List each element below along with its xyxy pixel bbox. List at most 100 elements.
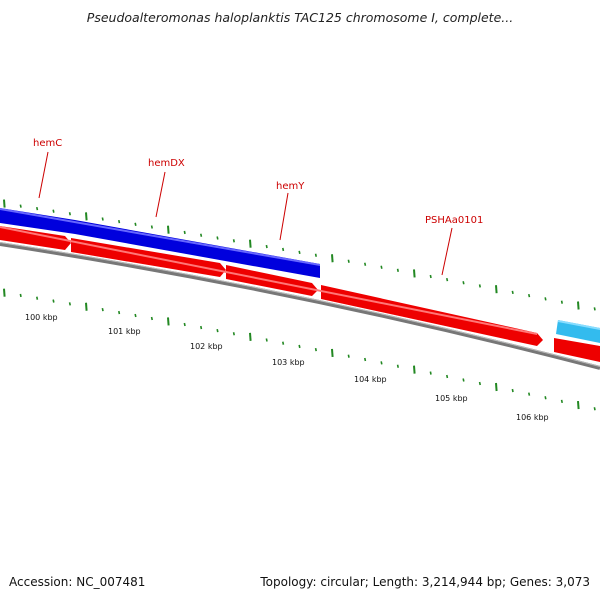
upper-tick xyxy=(314,253,317,257)
upper-tick xyxy=(3,199,6,208)
upper-tick xyxy=(85,212,88,221)
upper-tick xyxy=(577,301,580,310)
upper-tick xyxy=(134,222,137,226)
ruler-tick xyxy=(167,317,170,326)
ruler-tick xyxy=(68,302,71,306)
ruler-tick xyxy=(19,293,22,298)
ruler-label-103kbp: 103 kbp xyxy=(272,358,305,367)
upper-tick xyxy=(216,236,219,240)
cyan-feature[interactable] xyxy=(556,320,600,343)
map-title: Pseudoalteromonas haloplanktis TAC125 ch… xyxy=(86,10,514,25)
upper-tick xyxy=(331,254,334,263)
ruler-tick xyxy=(36,296,39,300)
PSHAa0101-pointer xyxy=(441,227,453,276)
ruler-tick xyxy=(593,407,596,411)
upper-tick xyxy=(380,265,383,269)
upper-tick xyxy=(347,259,350,263)
ruler-tick xyxy=(200,325,203,330)
upper-tick xyxy=(544,297,547,301)
cds-arrow-4[interactable] xyxy=(321,285,543,346)
ruler-tick xyxy=(134,313,137,318)
upper-tick xyxy=(429,274,432,279)
ruler-label-104kbp: 104 kbp xyxy=(354,375,387,384)
gene-label-hemDX[interactable]: hemDX xyxy=(148,158,185,169)
ruler-tick xyxy=(183,322,186,327)
ruler-tick xyxy=(314,347,317,352)
upper-tick xyxy=(495,285,498,294)
ruler-tick xyxy=(216,328,219,333)
upper-tick xyxy=(200,233,203,237)
ruler-tick xyxy=(560,399,563,404)
upper-tick xyxy=(560,300,563,304)
blue-feature-sheen xyxy=(0,208,320,266)
gene-label-hemY[interactable]: hemY xyxy=(276,181,305,192)
ruler-tick xyxy=(3,288,6,297)
ruler-tick xyxy=(544,396,547,400)
ruler-tick xyxy=(232,332,235,336)
cyan-feature-sheen xyxy=(558,320,600,330)
upper-tick xyxy=(232,239,235,243)
hemDX-pointer xyxy=(155,171,166,218)
ruler-tick-row xyxy=(3,288,596,411)
upper-tick xyxy=(101,217,104,221)
ruler-label-105kbp: 105 kbp xyxy=(435,394,468,403)
ruler-tick xyxy=(364,357,367,362)
ruler-tick xyxy=(347,354,350,358)
ruler-label-106kbp: 106 kbp xyxy=(516,413,549,422)
hemY-pointer xyxy=(279,192,289,241)
hemC-pointer xyxy=(38,151,49,199)
blue-feature-hemC[interactable] xyxy=(0,208,75,234)
cds-arrow-1[interactable] xyxy=(0,226,71,250)
upper-tick xyxy=(446,277,449,282)
ruler-tick xyxy=(265,338,268,342)
upper-tick xyxy=(593,307,596,311)
chromosome-backbone-highlight xyxy=(0,242,600,367)
upper-tick xyxy=(183,230,186,235)
topology-summary-text: Topology: circular; Length: 3,214,944 bp… xyxy=(260,575,590,589)
ruler-tick xyxy=(511,388,514,393)
upper-tick xyxy=(413,269,416,278)
upper-tick xyxy=(68,212,71,216)
upper-tick xyxy=(265,244,268,249)
upper-tick xyxy=(396,268,399,272)
gene-label-hemC[interactable]: hemC xyxy=(33,138,62,149)
upper-tick xyxy=(118,219,121,224)
chromosome-backbone xyxy=(0,242,600,370)
ruler-tick xyxy=(577,400,580,410)
ruler-tick xyxy=(528,392,531,396)
ruler-tick xyxy=(380,361,383,365)
upper-tick-row xyxy=(3,199,596,311)
ruler-tick xyxy=(429,371,432,375)
ruler-label-101kbp: 101 kbp xyxy=(108,327,141,336)
cds-arrow-sheen xyxy=(0,226,537,335)
blue-feature-hemDX[interactable] xyxy=(75,220,320,278)
ruler-tick xyxy=(331,348,334,357)
upper-tick xyxy=(167,225,170,234)
ruler-tick xyxy=(478,381,481,386)
upper-tick xyxy=(282,247,285,252)
ruler-tick xyxy=(462,378,465,382)
upper-tick xyxy=(249,239,252,248)
ruler-tick xyxy=(282,341,285,345)
ruler-tick xyxy=(85,302,88,311)
accession-text: Accession: NC_007481 xyxy=(9,575,146,589)
ruler-tick xyxy=(249,332,252,341)
ruler-tick xyxy=(446,374,449,379)
upper-tick xyxy=(462,281,465,285)
gene-label-PSHAa0101[interactable]: PSHAa0101 xyxy=(425,215,483,226)
ruler-label-100kbp: 100 kbp xyxy=(25,313,58,322)
upper-tick xyxy=(528,293,531,298)
ruler-tick xyxy=(298,344,301,349)
ruler-tick xyxy=(495,382,498,392)
ruler-tick xyxy=(150,316,153,321)
upper-tick xyxy=(36,206,39,211)
upper-tick xyxy=(511,290,514,295)
cds-arrow-5[interactable] xyxy=(554,338,600,362)
ruler-tick xyxy=(118,310,121,315)
ruler-tick xyxy=(413,365,416,374)
ruler-tick xyxy=(396,364,399,368)
upper-tick xyxy=(150,225,153,229)
ruler-tick xyxy=(52,299,55,303)
